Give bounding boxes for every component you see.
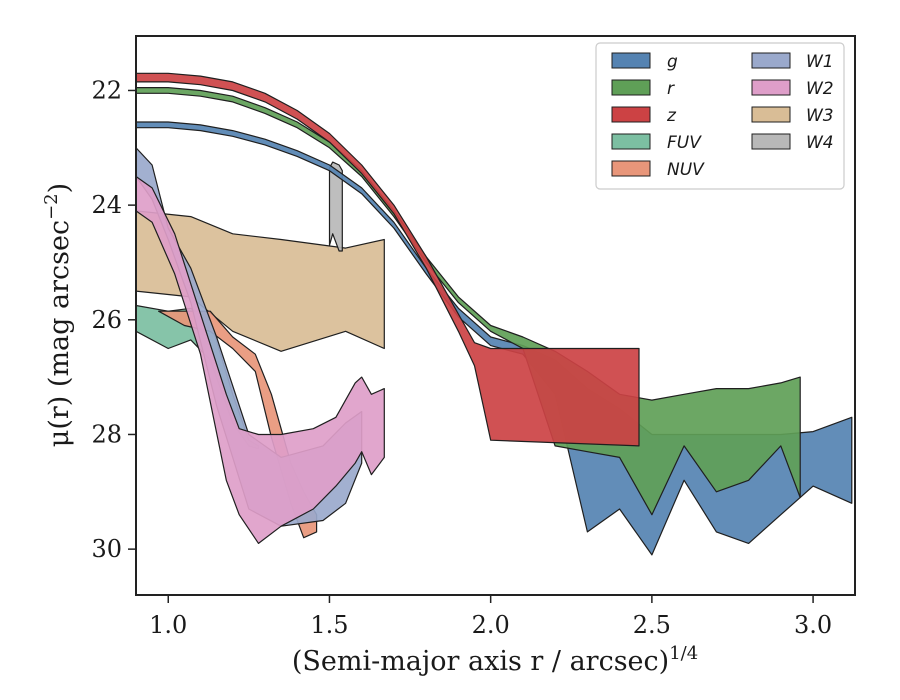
legend-label-w4: W4 <box>806 133 834 153</box>
legend-swatch-fuv <box>611 133 651 150</box>
legend-label-w1: W1 <box>806 52 834 72</box>
y-axis: 22 24 26 28 30 <box>91 76 136 563</box>
y-tick-label: 30 <box>91 535 122 563</box>
y-tick-label: 24 <box>91 191 122 219</box>
legend-label-w3: W3 <box>806 106 834 126</box>
legend-swatch-nuv <box>611 160 651 177</box>
y-tick-label: 22 <box>91 76 122 104</box>
series-layer <box>136 72 853 556</box>
legend-swatch-w2 <box>751 79 791 96</box>
legend-label-g: g <box>667 52 678 72</box>
x-axis-label: (Semi-major axis r / arcsec)1/4 <box>292 643 698 677</box>
legend-label-w2: W2 <box>806 79 834 99</box>
legend: grz FUV NUV W1 W2 W3 W4 <box>595 42 845 190</box>
legend-swatch-r <box>611 79 651 96</box>
legend-swatch-w1 <box>751 52 791 69</box>
legend-label-nuv: NUV <box>667 160 705 180</box>
legend-swatch-g <box>611 52 651 69</box>
legend-label-fuv: FUV <box>667 133 702 153</box>
x-tick-label: 2.5 <box>633 611 671 639</box>
y-tick-label: 26 <box>91 306 122 334</box>
x-tick-label: 3.0 <box>794 611 832 639</box>
legend-label-r: r <box>667 79 675 99</box>
series-band-z <box>136 72 640 447</box>
series-band-w4 <box>328 161 343 252</box>
x-tick-label: 1.5 <box>310 611 348 639</box>
x-tick-label: 2.0 <box>472 611 510 639</box>
legend-swatch-w3 <box>751 106 791 123</box>
x-tick-label: 1.0 <box>149 611 187 639</box>
y-axis-label: μ(r) (mag arcsec−2) <box>41 183 75 447</box>
series-band-w2 <box>136 175 385 545</box>
x-axis: 1.0 1.5 2.0 2.5 3.0 <box>149 595 832 639</box>
legend-swatch-z <box>611 106 651 123</box>
legend-swatch-w4 <box>751 133 791 150</box>
plot-frame <box>135 35 856 596</box>
y-tick-label: 28 <box>91 420 122 448</box>
legend-label-z: z <box>666 106 677 126</box>
